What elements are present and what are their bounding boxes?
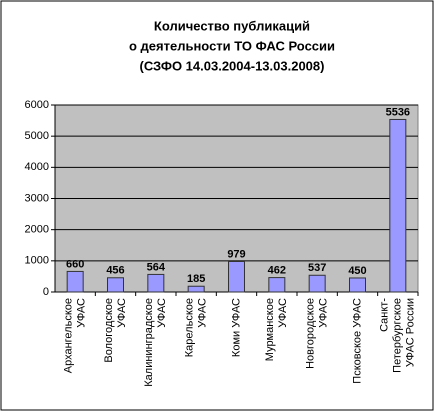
bar [228, 260, 245, 293]
y-tick-label: 0 [43, 286, 49, 298]
bar [389, 118, 407, 293]
y-tick-label: 6000 [25, 99, 49, 111]
chart-title: о деятельности ТО ФАС России [129, 38, 335, 53]
value-label: 185 [187, 273, 205, 285]
x-tick-label: Карельское [184, 298, 196, 357]
x-tick-label: Калининградское [143, 298, 155, 387]
bar [147, 273, 165, 293]
bar [66, 270, 84, 293]
x-tick-label: Новгородское [305, 298, 317, 369]
x-tick-label: УФАС [76, 298, 88, 328]
value-label: 5536 [386, 106, 410, 118]
bar [349, 277, 366, 293]
chart-title: Количество публикаций [154, 18, 310, 33]
x-tick-label: УФАС [277, 298, 289, 328]
x-tick-label: УФАС России [405, 298, 417, 367]
y-tick-label: 5000 [25, 130, 49, 142]
value-label: 462 [268, 265, 286, 277]
x-tick-label: УФАС [318, 298, 330, 328]
chart-title: (СЗФО 14.03.2004-13.03.2008) [140, 58, 325, 73]
bar [107, 277, 124, 293]
x-tick-label: Петербургское [392, 298, 404, 373]
value-label: 537 [308, 262, 326, 274]
x-tick-label: УФАС [116, 298, 128, 328]
bar [187, 285, 205, 293]
y-tick-label: 1000 [25, 255, 49, 267]
y-tick-label: 2000 [25, 224, 49, 236]
y-tick-label: 3000 [25, 192, 49, 204]
x-tick-label: Псковское УФАС [351, 298, 363, 384]
value-label: 660 [66, 258, 84, 270]
value-label: 564 [147, 261, 166, 273]
x-tick-label: УФАС [197, 298, 209, 328]
bar [268, 277, 286, 293]
value-label: 450 [348, 265, 366, 277]
x-tick-label: Архангельское [63, 298, 75, 373]
x-tick-label: Вологодское [103, 298, 115, 363]
value-label: 979 [227, 248, 245, 260]
x-tick-label: Санкт- [379, 298, 391, 332]
x-tick-label: УФАС [156, 298, 168, 328]
x-tick-label: Коми УФАС [230, 298, 242, 357]
y-tick-label: 4000 [25, 161, 49, 173]
value-label: 456 [106, 265, 124, 277]
bar [308, 274, 326, 293]
x-tick-label: Мурманское [264, 298, 276, 361]
